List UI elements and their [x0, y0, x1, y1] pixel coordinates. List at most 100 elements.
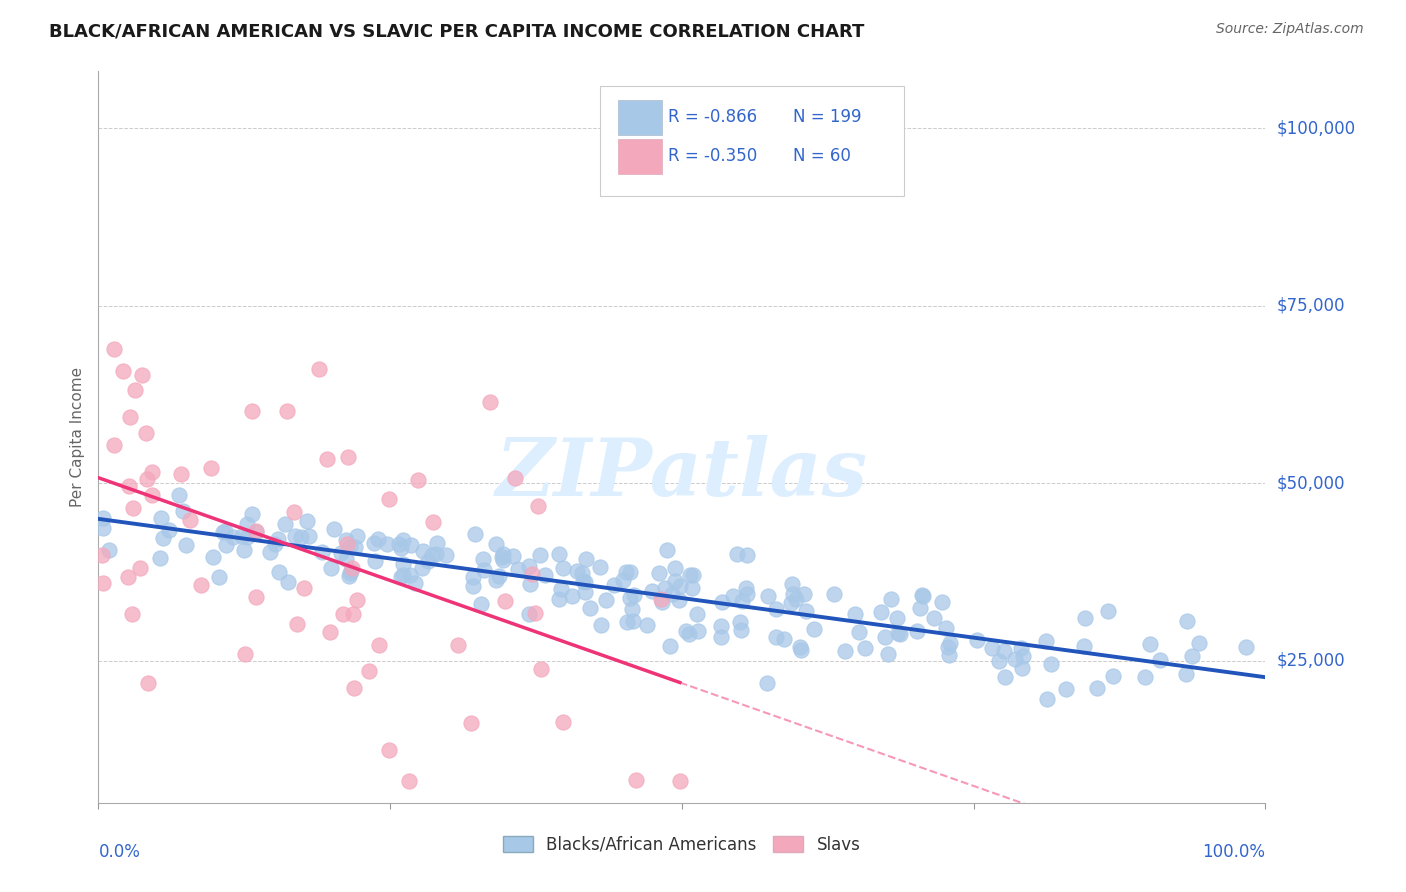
Point: [619, 566, 641, 580]
Point: [346, 529, 368, 543]
Point: [141, 465, 163, 479]
Point: [1139, 637, 1161, 651]
Point: [136, 676, 159, 690]
Point: [530, 662, 553, 676]
Point: [311, 545, 333, 559]
Point: [614, 565, 637, 579]
Point: [485, 573, 508, 587]
Point: [710, 619, 733, 633]
Point: [124, 383, 146, 397]
Point: [710, 630, 733, 644]
Point: [141, 488, 163, 502]
Point: [434, 548, 457, 562]
Point: [367, 533, 389, 547]
Point: [710, 595, 733, 609]
Point: [686, 607, 709, 621]
Point: [485, 536, 508, 550]
Point: [295, 514, 318, 528]
Point: [330, 545, 353, 559]
Point: [463, 570, 485, 584]
FancyBboxPatch shape: [600, 86, 904, 195]
FancyBboxPatch shape: [617, 138, 662, 174]
Point: [472, 552, 495, 566]
Point: [911, 588, 934, 602]
Point: [880, 592, 903, 607]
Point: [551, 561, 574, 575]
Point: [636, 617, 658, 632]
Point: [772, 632, 794, 646]
Point: [793, 587, 815, 601]
Point: [169, 467, 191, 482]
Point: [589, 617, 612, 632]
Point: [240, 403, 263, 417]
Point: [343, 540, 366, 554]
Point: [470, 597, 492, 611]
Point: [494, 593, 516, 607]
Point: [378, 492, 401, 507]
Point: [323, 522, 346, 536]
Point: [389, 569, 412, 583]
Point: [654, 581, 676, 595]
Point: [337, 450, 360, 464]
Point: [461, 579, 484, 593]
Point: [335, 533, 357, 548]
Point: [905, 624, 928, 638]
Point: [624, 773, 647, 788]
Point: [425, 547, 447, 561]
Point: [595, 592, 617, 607]
Point: [340, 561, 363, 575]
Point: [245, 524, 267, 538]
Point: [678, 627, 700, 641]
Point: [411, 561, 433, 575]
Point: [616, 615, 638, 630]
Point: [619, 591, 641, 605]
Point: [721, 589, 744, 603]
Point: [149, 551, 172, 566]
Point: [292, 581, 315, 595]
Point: [392, 567, 415, 582]
Point: [966, 632, 988, 647]
Point: [1035, 691, 1057, 706]
Point: [1054, 682, 1077, 697]
Point: [135, 472, 157, 486]
Text: R = -0.866: R = -0.866: [668, 109, 756, 127]
Point: [651, 595, 673, 609]
Point: [91, 510, 114, 524]
Point: [474, 562, 496, 576]
Point: [886, 611, 908, 625]
Point: [172, 503, 194, 517]
Point: [200, 461, 222, 475]
Point: [519, 577, 541, 591]
Text: N = 199: N = 199: [793, 109, 862, 127]
Point: [668, 592, 690, 607]
Point: [1188, 636, 1211, 650]
Point: [398, 774, 420, 789]
Point: [790, 643, 813, 657]
Point: [993, 643, 1015, 657]
Point: [412, 543, 434, 558]
Point: [135, 426, 157, 441]
Point: [420, 548, 443, 562]
Point: [215, 538, 238, 552]
Point: [561, 590, 583, 604]
Point: [780, 596, 803, 610]
Point: [548, 592, 571, 607]
Point: [574, 585, 596, 599]
Point: [336, 537, 359, 551]
Point: [405, 576, 427, 591]
Point: [426, 536, 449, 550]
Point: [553, 715, 575, 730]
Point: [574, 552, 596, 566]
Point: [157, 523, 180, 537]
Point: [1004, 652, 1026, 666]
Point: [655, 543, 678, 558]
Point: [319, 561, 342, 575]
Point: [911, 589, 934, 603]
Point: [922, 611, 945, 625]
Text: $100,000: $100,000: [1277, 120, 1355, 137]
Point: [877, 648, 900, 662]
Point: [117, 570, 139, 584]
Point: [128, 561, 150, 575]
Text: Source: ZipAtlas.com: Source: ZipAtlas.com: [1216, 22, 1364, 37]
Point: [661, 587, 683, 601]
